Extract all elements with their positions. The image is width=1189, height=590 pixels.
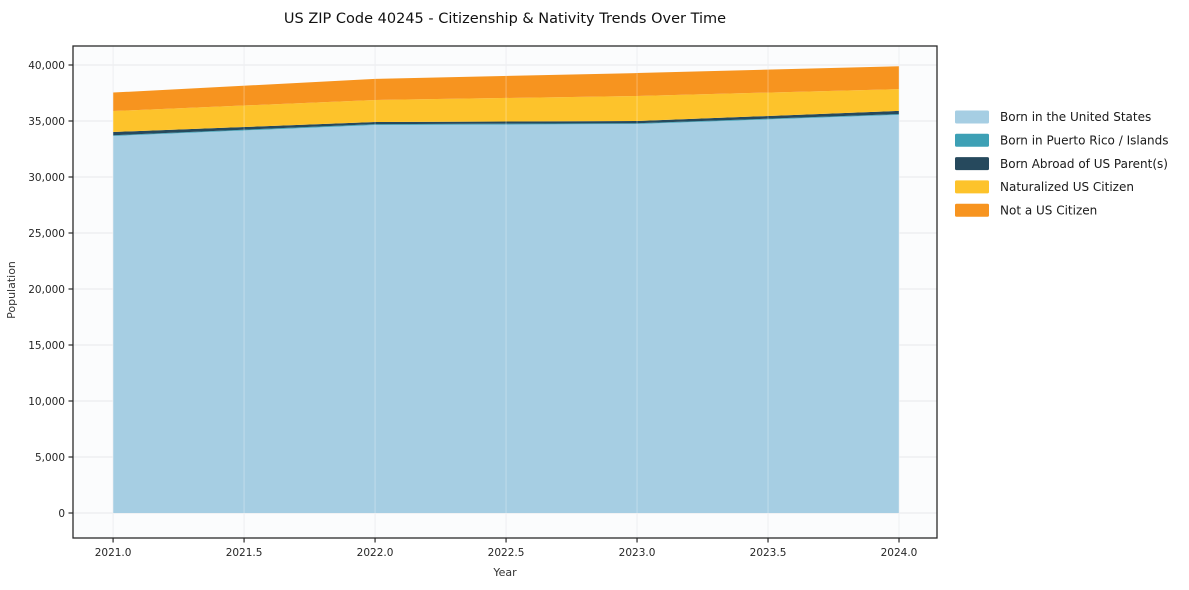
legend-swatch [955,180,989,194]
legend-swatch [955,203,989,217]
legend: Born in the United States Born in Puerto … [955,110,1169,217]
y-tick-label: 15,000 [28,340,65,352]
area-born-abroad-of-us-parent-s [113,110,900,136]
y-tick-label: 40,000 [28,60,65,72]
stacked-areas-layer [113,66,900,513]
y-axis-label: Population [5,261,18,319]
x-tick-label: 2023.0 [619,547,656,559]
x-tick-label: 2024.0 [881,547,918,559]
y-tick-label: 0 [58,508,65,520]
y-tick-label: 25,000 [28,228,65,240]
legend-swatch [955,133,989,147]
tick-marks-layer [68,64,900,543]
x-tick-label: 2021.0 [95,547,132,559]
y-tick-label: 5,000 [35,452,65,464]
legend-label: Born in the United States [1000,110,1151,124]
legend-swatch [955,110,989,124]
x-axis-label: Year [492,566,517,579]
legend-label: Born Abroad of US Parent(s) [1000,157,1168,171]
legend-label: Born in Puerto Rico / Islands [1000,134,1169,148]
plot-border [72,45,938,539]
y-tick-label: 30,000 [28,172,65,184]
legend-label: Naturalized US Citizen [1000,180,1134,194]
x-tick-label: 2023.5 [750,547,787,559]
legend-label: Not a US Citizen [1000,203,1097,217]
x-tick-label: 2022.0 [357,547,394,559]
legend-swatch [955,157,989,171]
axes-spines-layer [72,45,938,539]
x-tick-label: 2022.5 [488,547,525,559]
area-not-a-us-citizen [113,66,900,112]
y-tick-label: 20,000 [28,284,65,296]
tick-labels-layer: 2021.0 2021.5 2022.0 2022.5 2023.0 2023.5 2024… [28,60,917,559]
y-tick-label: 35,000 [28,116,65,128]
x-tick-label: 2021.5 [226,547,263,559]
y-tick-label: 10,000 [28,396,65,408]
area-born-in-the-united-states [113,114,900,513]
chart-title: US ZIP Code 40245 - Citizenship & Nativi… [284,11,726,27]
area-naturalized-us-citizen [113,89,900,132]
grid-overlay-layer [112,46,900,538]
